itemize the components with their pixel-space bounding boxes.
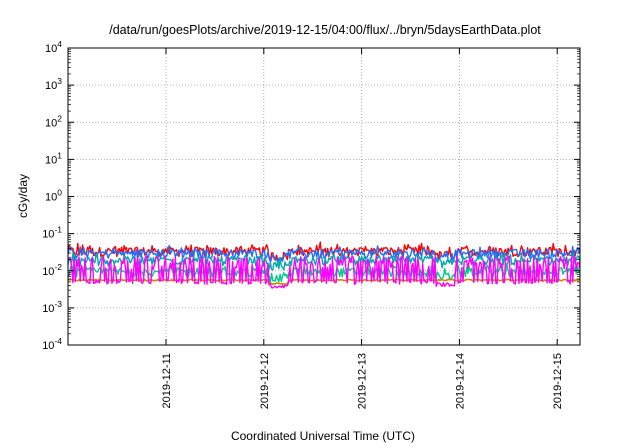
y-axis-label: cGy/day xyxy=(16,174,30,218)
x-axis-label: Coordinated Universal Time (UTC) xyxy=(231,429,415,443)
x-tick-label: 2019-12-13 xyxy=(357,353,369,409)
x-tick-label: 2019-12-14 xyxy=(454,353,466,409)
grid-lines xyxy=(68,48,580,345)
x-tick-label: 2019-12-11 xyxy=(161,353,173,408)
x-tick-label: 2019-12-12 xyxy=(259,353,271,409)
series-line xyxy=(67,255,581,289)
y-axis-ticks: 104 103 102 101 100 10-1 10-2 10-3 10-4 xyxy=(42,39,580,352)
y-tick-label: 104 xyxy=(45,39,62,55)
x-tick-label: 2019-12-15 xyxy=(552,353,564,409)
y-tick-label: 101 xyxy=(45,150,62,166)
y-tick-label: 10-4 xyxy=(42,336,62,352)
y-tick-label: 103 xyxy=(45,76,62,92)
y-tick-label: 10-3 xyxy=(42,299,62,315)
chart-title: /data/run/goesPlots/archive/2019-12-15/0… xyxy=(109,23,541,37)
y-tick-label: 102 xyxy=(45,113,62,129)
y-tick-label: 10-2 xyxy=(42,262,62,278)
y-tick-label: 100 xyxy=(45,188,62,204)
series-group xyxy=(67,241,581,289)
x-axis-ticks: 2019-12-11 2019-12-12 2019-12-13 2019-12-14… xyxy=(161,48,564,409)
y-tick-label: 10-1 xyxy=(42,225,62,241)
